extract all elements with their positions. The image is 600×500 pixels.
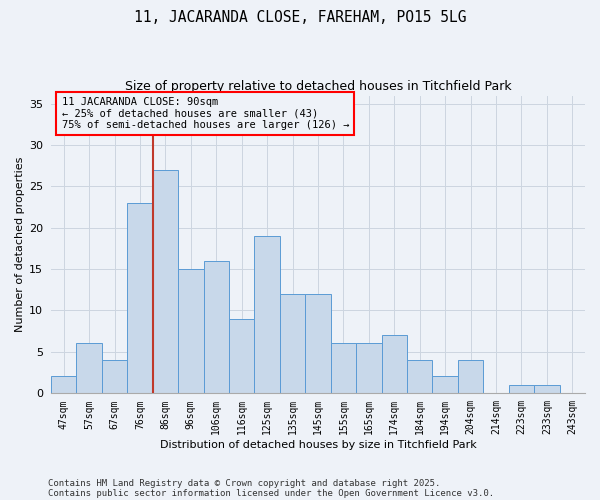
Bar [331,344,356,393]
Bar [127,203,152,393]
Bar [534,384,560,393]
Title: Size of property relative to detached houses in Titchfield Park: Size of property relative to detached ho… [125,80,511,93]
Text: 11, JACARANDA CLOSE, FAREHAM, PO15 5LG: 11, JACARANDA CLOSE, FAREHAM, PO15 5LG [134,10,466,25]
Bar [229,318,254,393]
Bar [280,294,305,393]
Bar [152,170,178,393]
X-axis label: Distribution of detached houses by size in Titchfield Park: Distribution of detached houses by size … [160,440,476,450]
Bar [382,335,407,393]
Bar [433,376,458,393]
Bar [305,294,331,393]
Text: Contains public sector information licensed under the Open Government Licence v3: Contains public sector information licen… [48,488,494,498]
Bar [178,269,203,393]
Bar [102,360,127,393]
Y-axis label: Number of detached properties: Number of detached properties [15,156,25,332]
Text: Contains HM Land Registry data © Crown copyright and database right 2025.: Contains HM Land Registry data © Crown c… [48,478,440,488]
Bar [76,344,102,393]
Bar [254,236,280,393]
Bar [203,261,229,393]
Bar [458,360,483,393]
Text: 11 JACARANDA CLOSE: 90sqm
← 25% of detached houses are smaller (43)
75% of semi-: 11 JACARANDA CLOSE: 90sqm ← 25% of detac… [62,97,349,130]
Bar [356,344,382,393]
Bar [51,376,76,393]
Bar [407,360,433,393]
Bar [509,384,534,393]
